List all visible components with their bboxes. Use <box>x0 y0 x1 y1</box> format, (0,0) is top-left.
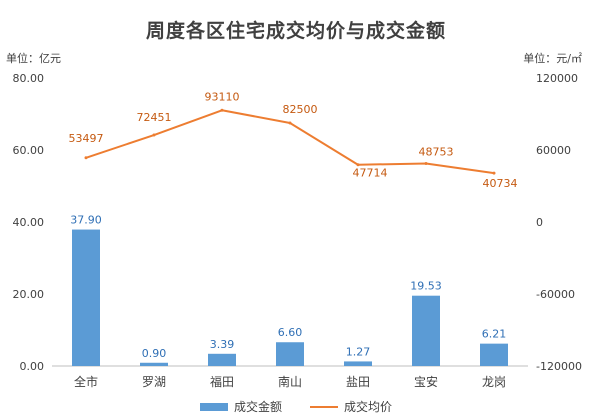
line-data-label: 82500 <box>283 103 318 116</box>
left-axis-tick-label: 60.00 <box>13 144 45 157</box>
x-axis-tick-label: 盐田 <box>346 375 370 389</box>
legend-label-price: 成交均价 <box>344 400 393 414</box>
left-axis-tick-label: 40.00 <box>13 216 45 229</box>
x-axis-tick-label: 福田 <box>210 374 234 389</box>
right-axis-tick-label: -60000 <box>536 288 575 301</box>
legend-item-price: 成交均价 <box>310 398 392 415</box>
bar-data-label: 37.90 <box>70 214 102 227</box>
left-axis-tick-label: 80.00 <box>13 72 45 85</box>
x-axis-tick-label: 罗湖 <box>142 374 166 389</box>
bar-amount <box>276 342 304 366</box>
legend-item-amount: 成交金额 <box>199 398 282 415</box>
left-axis-tick-label: 20.00 <box>13 288 45 301</box>
right-axis-tick-label: 120000 <box>536 72 578 85</box>
line-point <box>424 161 428 165</box>
x-axis-tick-label: 南山 <box>278 374 302 389</box>
line-data-label: 53497 <box>69 132 104 145</box>
bar-amount <box>412 295 440 366</box>
line-point <box>152 133 156 137</box>
bar-amount <box>208 353 236 366</box>
bar-data-label: 0.90 <box>142 347 167 360</box>
chart-legend: 成交金额 成交均价 <box>0 398 592 415</box>
bar-data-label: 3.39 <box>210 338 235 351</box>
line-point <box>356 163 360 167</box>
bar-data-label: 1.27 <box>346 345 371 358</box>
left-axis-unit: 单位：亿元 <box>6 52 61 65</box>
right-axis-tick-label: -120000 <box>536 360 582 373</box>
legend-bar-swatch <box>199 402 228 411</box>
bar-amount <box>72 229 100 366</box>
bar-amount <box>480 343 508 366</box>
line-data-label: 40734 <box>483 177 518 190</box>
bar-data-label: 19.53 <box>410 280 442 293</box>
line-point <box>84 156 88 160</box>
right-axis-tick-label: 60000 <box>536 144 571 157</box>
right-axis-unit: 单位：元/㎡ <box>523 52 582 65</box>
right-axis-tick-label: 0 <box>536 216 543 229</box>
chart-title: 周度各区住宅成交均价与成交金额 <box>145 20 446 42</box>
legend-label-amount: 成交金额 <box>233 400 282 414</box>
x-axis-tick-label: 宝安 <box>414 374 438 389</box>
left-axis-tick-label: 0.00 <box>20 360 45 373</box>
bar-amount <box>344 361 372 366</box>
line-point <box>288 121 292 125</box>
x-axis-tick-label: 龙岗 <box>482 375 506 389</box>
line-data-label: 72451 <box>137 111 172 124</box>
x-axis-tick-label: 全市 <box>74 374 98 389</box>
legend-line-swatch <box>310 405 338 408</box>
bar-data-label: 6.21 <box>482 328 507 341</box>
line-point <box>492 171 496 175</box>
line-data-label: 93110 <box>205 90 240 103</box>
line-point <box>220 108 224 112</box>
bar-amount <box>140 362 168 366</box>
line-data-label: 48753 <box>419 145 454 158</box>
line-data-label: 47714 <box>353 167 388 180</box>
bar-data-label: 6.60 <box>278 326 303 339</box>
